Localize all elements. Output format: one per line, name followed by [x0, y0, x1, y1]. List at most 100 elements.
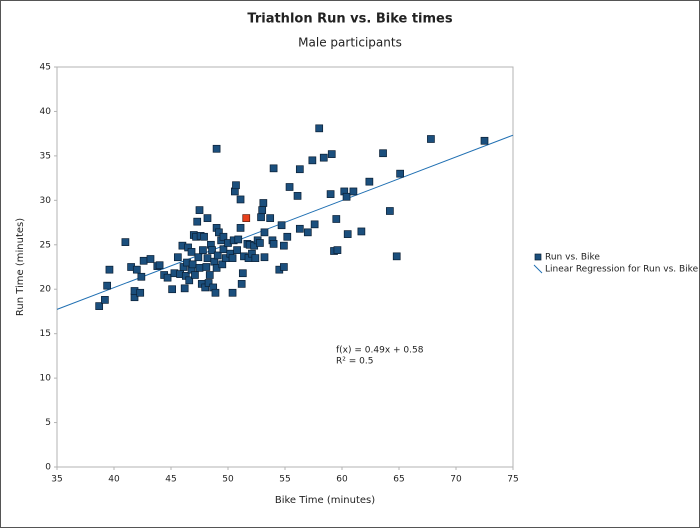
- point: [236, 224, 245, 232]
- point: [185, 276, 194, 285]
- point: [180, 284, 189, 293]
- point: [310, 220, 319, 229]
- y-tick-label: 40: [40, 107, 52, 117]
- point: [396, 169, 404, 178]
- point: [204, 279, 213, 287]
- point: [199, 246, 207, 254]
- y-tick-label: 45: [40, 63, 51, 73]
- point: [379, 149, 387, 158]
- point: [213, 251, 222, 260]
- x-tick-label: 45: [165, 475, 176, 485]
- point: [228, 288, 237, 297]
- point: [101, 296, 109, 304]
- annotation: f(x) = 0.49x + 0.58: [336, 346, 424, 356]
- x-tick-label: 55: [279, 475, 290, 485]
- legend-label: Run vs. Bike: [545, 253, 600, 263]
- point: [295, 224, 304, 233]
- legend-label: Linear Regression for Run vs. Bike: [545, 265, 699, 275]
- point: [357, 227, 366, 236]
- legend-line: [533, 264, 543, 274]
- point: [427, 135, 435, 143]
- x-tick-label: 35: [51, 475, 62, 485]
- point: [95, 302, 104, 310]
- point: [280, 241, 288, 250]
- point: [319, 153, 328, 162]
- point: [137, 272, 146, 281]
- point: [121, 238, 130, 246]
- point: [105, 265, 114, 274]
- x-tick-label: 65: [393, 475, 404, 485]
- point: [303, 228, 312, 237]
- point: [260, 253, 269, 262]
- point: [233, 246, 241, 254]
- point: [191, 271, 199, 279]
- point: [139, 256, 148, 265]
- point: [327, 150, 336, 158]
- point: [173, 253, 182, 262]
- chart-subtitle: Male participants: [298, 36, 402, 50]
- point: [266, 214, 275, 222]
- y-tick-label: 35: [40, 151, 51, 161]
- point: [203, 254, 212, 262]
- x-tick-label: 40: [108, 475, 120, 485]
- point: [103, 281, 112, 290]
- point: [260, 228, 269, 237]
- highlight-point: [242, 214, 251, 222]
- point: [187, 248, 196, 256]
- point: [232, 181, 240, 190]
- point: [215, 228, 223, 237]
- y-tick-label: 5: [45, 418, 51, 428]
- point: [315, 124, 324, 133]
- point: [193, 217, 202, 226]
- point: [234, 235, 243, 244]
- point: [386, 207, 394, 215]
- point: [200, 232, 208, 241]
- point: [283, 232, 292, 241]
- annotation: R² = 0.5: [336, 357, 373, 367]
- point: [365, 177, 374, 186]
- y-tick-label: 10: [40, 374, 52, 384]
- point: [332, 215, 341, 223]
- point: [392, 252, 401, 261]
- x-tick-label: 60: [336, 475, 348, 485]
- point: [342, 192, 351, 201]
- x-tick-label: 70: [450, 475, 462, 485]
- point: [269, 240, 278, 248]
- point: [205, 271, 214, 279]
- point: [238, 269, 247, 278]
- point: [285, 183, 294, 191]
- point: [228, 254, 237, 262]
- point: [195, 264, 204, 272]
- y-axis-label: Run Time (minutes): [15, 218, 26, 316]
- point: [236, 195, 245, 204]
- chart-title: Triathlon Run vs. Bike times: [247, 12, 452, 27]
- point: [280, 263, 288, 271]
- point: [269, 164, 278, 173]
- point: [295, 165, 304, 174]
- point: [308, 156, 317, 165]
- y-tick-label: 15: [40, 329, 51, 339]
- point: [293, 192, 302, 200]
- point: [251, 254, 260, 262]
- point: [326, 190, 335, 198]
- point: [194, 253, 203, 262]
- point: [168, 285, 176, 294]
- point: [256, 239, 264, 247]
- point: [195, 206, 204, 214]
- y-tick-label: 25: [40, 240, 51, 250]
- point: [237, 280, 246, 288]
- point: [219, 245, 228, 254]
- y-tick-label: 30: [40, 196, 52, 206]
- point: [146, 255, 155, 263]
- x-axis-label: Bike Time (minutes): [275, 495, 375, 506]
- point: [277, 221, 286, 230]
- point: [333, 246, 342, 254]
- point: [212, 144, 221, 153]
- point: [188, 260, 197, 269]
- point: [343, 230, 352, 238]
- point: [211, 288, 220, 297]
- point: [163, 273, 172, 282]
- x-tick-label: 50: [222, 475, 234, 485]
